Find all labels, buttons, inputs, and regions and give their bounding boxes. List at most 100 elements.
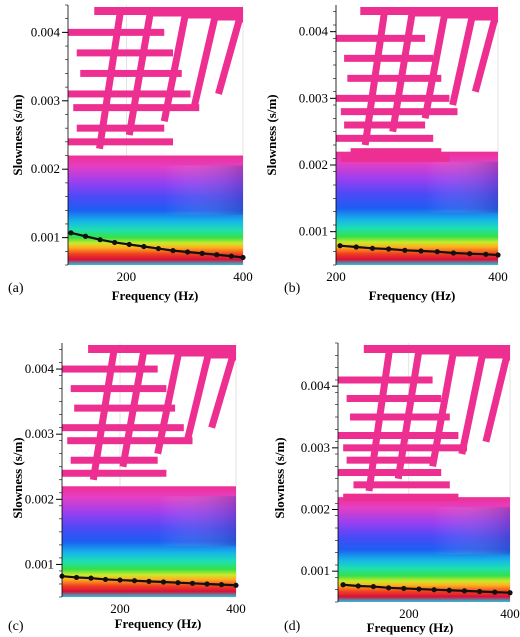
dispersion-point <box>369 245 376 251</box>
dispersion-point <box>73 574 80 581</box>
mode-streak <box>62 469 167 477</box>
dispersion-point <box>214 252 220 258</box>
panel-d-plot: 0.001 0.002 0.003 0.004 200 400 <box>301 342 520 621</box>
panel-b-ylabel: Slowness (s/m) <box>264 94 279 175</box>
panel-a: 0.001 0.002 0.003 0.004 200 400 (a) Frequency… <box>8 4 253 303</box>
dispersion-point <box>146 578 152 584</box>
dispersion-point <box>492 589 498 595</box>
mode-streak <box>76 124 165 132</box>
mode-streak <box>338 432 459 439</box>
mode-streak <box>70 385 167 393</box>
panel-a-plot: 0.001 0.002 0.003 0.004 200 400 <box>31 4 253 284</box>
dispersion-point <box>141 243 147 250</box>
energy-shading <box>432 507 510 555</box>
mode-streak <box>80 69 182 77</box>
dispersion-point <box>175 580 181 586</box>
mode-top-band <box>94 7 243 15</box>
dispersion-point <box>170 248 176 254</box>
dispersion-point <box>240 254 246 261</box>
x-tick-label: 200 <box>110 601 130 616</box>
mode-streak <box>350 413 450 421</box>
dispersion-point <box>102 576 109 583</box>
dispersion-point <box>450 250 457 256</box>
dispersion-point <box>131 578 138 584</box>
dispersion-point <box>126 241 132 248</box>
mode-streak <box>76 49 173 57</box>
mode-ridge <box>208 353 236 429</box>
y-tick-label: 0.004 <box>31 24 61 39</box>
mode-streak <box>68 138 173 146</box>
mode-streak <box>70 456 158 464</box>
panel-b-xlabel: Frequency (Hz) <box>369 288 456 303</box>
dispersion-point <box>467 251 473 257</box>
x-tick-label: 200 <box>326 269 346 284</box>
dispersion-point <box>228 253 234 259</box>
mode-streak <box>68 90 191 98</box>
dispersion-point <box>112 239 118 246</box>
panel-c: 0.001 0.002 0.003 0.004 200 400 (c) Frequency… <box>8 343 246 634</box>
mode-streak <box>347 74 442 82</box>
dispersion-point <box>68 230 74 236</box>
y-tick-label: 0.001 <box>299 224 328 239</box>
mode-streak <box>344 121 426 129</box>
x-tick-label: 200 <box>117 269 137 284</box>
dispersion-point <box>495 252 501 258</box>
mode-ridge <box>449 13 498 106</box>
dispersion-point <box>385 585 392 591</box>
y-tick-label: 0.002 <box>25 491 54 506</box>
panel-c-ylabel: Slowness (s/m) <box>10 437 25 518</box>
panel-d-ylabel: Slowness (s/m) <box>272 437 287 518</box>
dispersion-point <box>416 586 422 592</box>
y-tick-label: 0.003 <box>301 440 330 455</box>
y-tick-label: 0.003 <box>25 426 54 441</box>
panel-b: 0.001 0.002 0.003 0.004 200 400 (b) Frequency… <box>264 5 508 303</box>
dispersion-point <box>88 575 94 581</box>
mode-streak <box>336 134 434 142</box>
dispersion-point <box>82 233 89 239</box>
dispersion-point <box>507 590 513 596</box>
mode-top-band <box>360 7 498 15</box>
panel-c-label: (c) <box>8 619 24 634</box>
y-tick-label: 0.002 <box>301 502 330 517</box>
mode-streak <box>346 456 433 464</box>
energy-shading <box>425 161 498 213</box>
dispersion-point <box>337 243 343 249</box>
y-tick-label: 0.003 <box>299 90 328 105</box>
dispersion-point <box>483 251 489 257</box>
dispersion-point <box>418 248 424 254</box>
panel-d-label: (d) <box>284 619 301 634</box>
dispersion-point <box>117 577 123 583</box>
mode-ridge <box>183 351 236 442</box>
dispersion-point <box>461 588 468 594</box>
dispersion-point <box>184 249 191 255</box>
panel-a-xlabel: Frequency (Hz) <box>112 288 199 303</box>
dispersion-point <box>434 249 440 255</box>
dispersion-point <box>340 582 346 588</box>
x-tick-label: 200 <box>399 606 419 621</box>
dispersion-point <box>446 587 452 593</box>
mode-ridge <box>190 13 243 109</box>
y-tick-label: 0.004 <box>301 378 331 393</box>
mode-streak <box>338 469 442 476</box>
panel-a-ylabel: Slowness (s/m) <box>10 94 25 175</box>
dispersion-point <box>233 582 239 588</box>
dispersion-point <box>189 580 196 586</box>
mode-ridge <box>471 15 499 93</box>
x-tick-label: 400 <box>233 269 253 284</box>
dispersion-point <box>355 583 361 589</box>
y-tick-label: 0.004 <box>299 24 329 39</box>
y-tick-label: 0.004 <box>25 361 55 376</box>
panel-c-xlabel: Frequency (Hz) <box>115 616 202 631</box>
dispersion-point <box>402 247 408 253</box>
y-tick-label: 0.002 <box>299 157 328 172</box>
energy-shading <box>164 165 243 215</box>
y-tick-label: 0.003 <box>31 93 60 108</box>
dispersion-point <box>401 585 407 592</box>
x-tick-label: 400 <box>500 606 520 621</box>
panel-b-plot: 0.001 0.002 0.003 0.004 200 400 <box>299 5 508 284</box>
mode-streak <box>344 54 434 62</box>
panel-d: 0.001 0.002 0.003 0.004 200 400 (d) Frequency… <box>272 342 520 635</box>
x-tick-label: 400 <box>488 269 508 284</box>
mode-streak <box>343 493 459 501</box>
mode-top-band <box>88 345 236 353</box>
